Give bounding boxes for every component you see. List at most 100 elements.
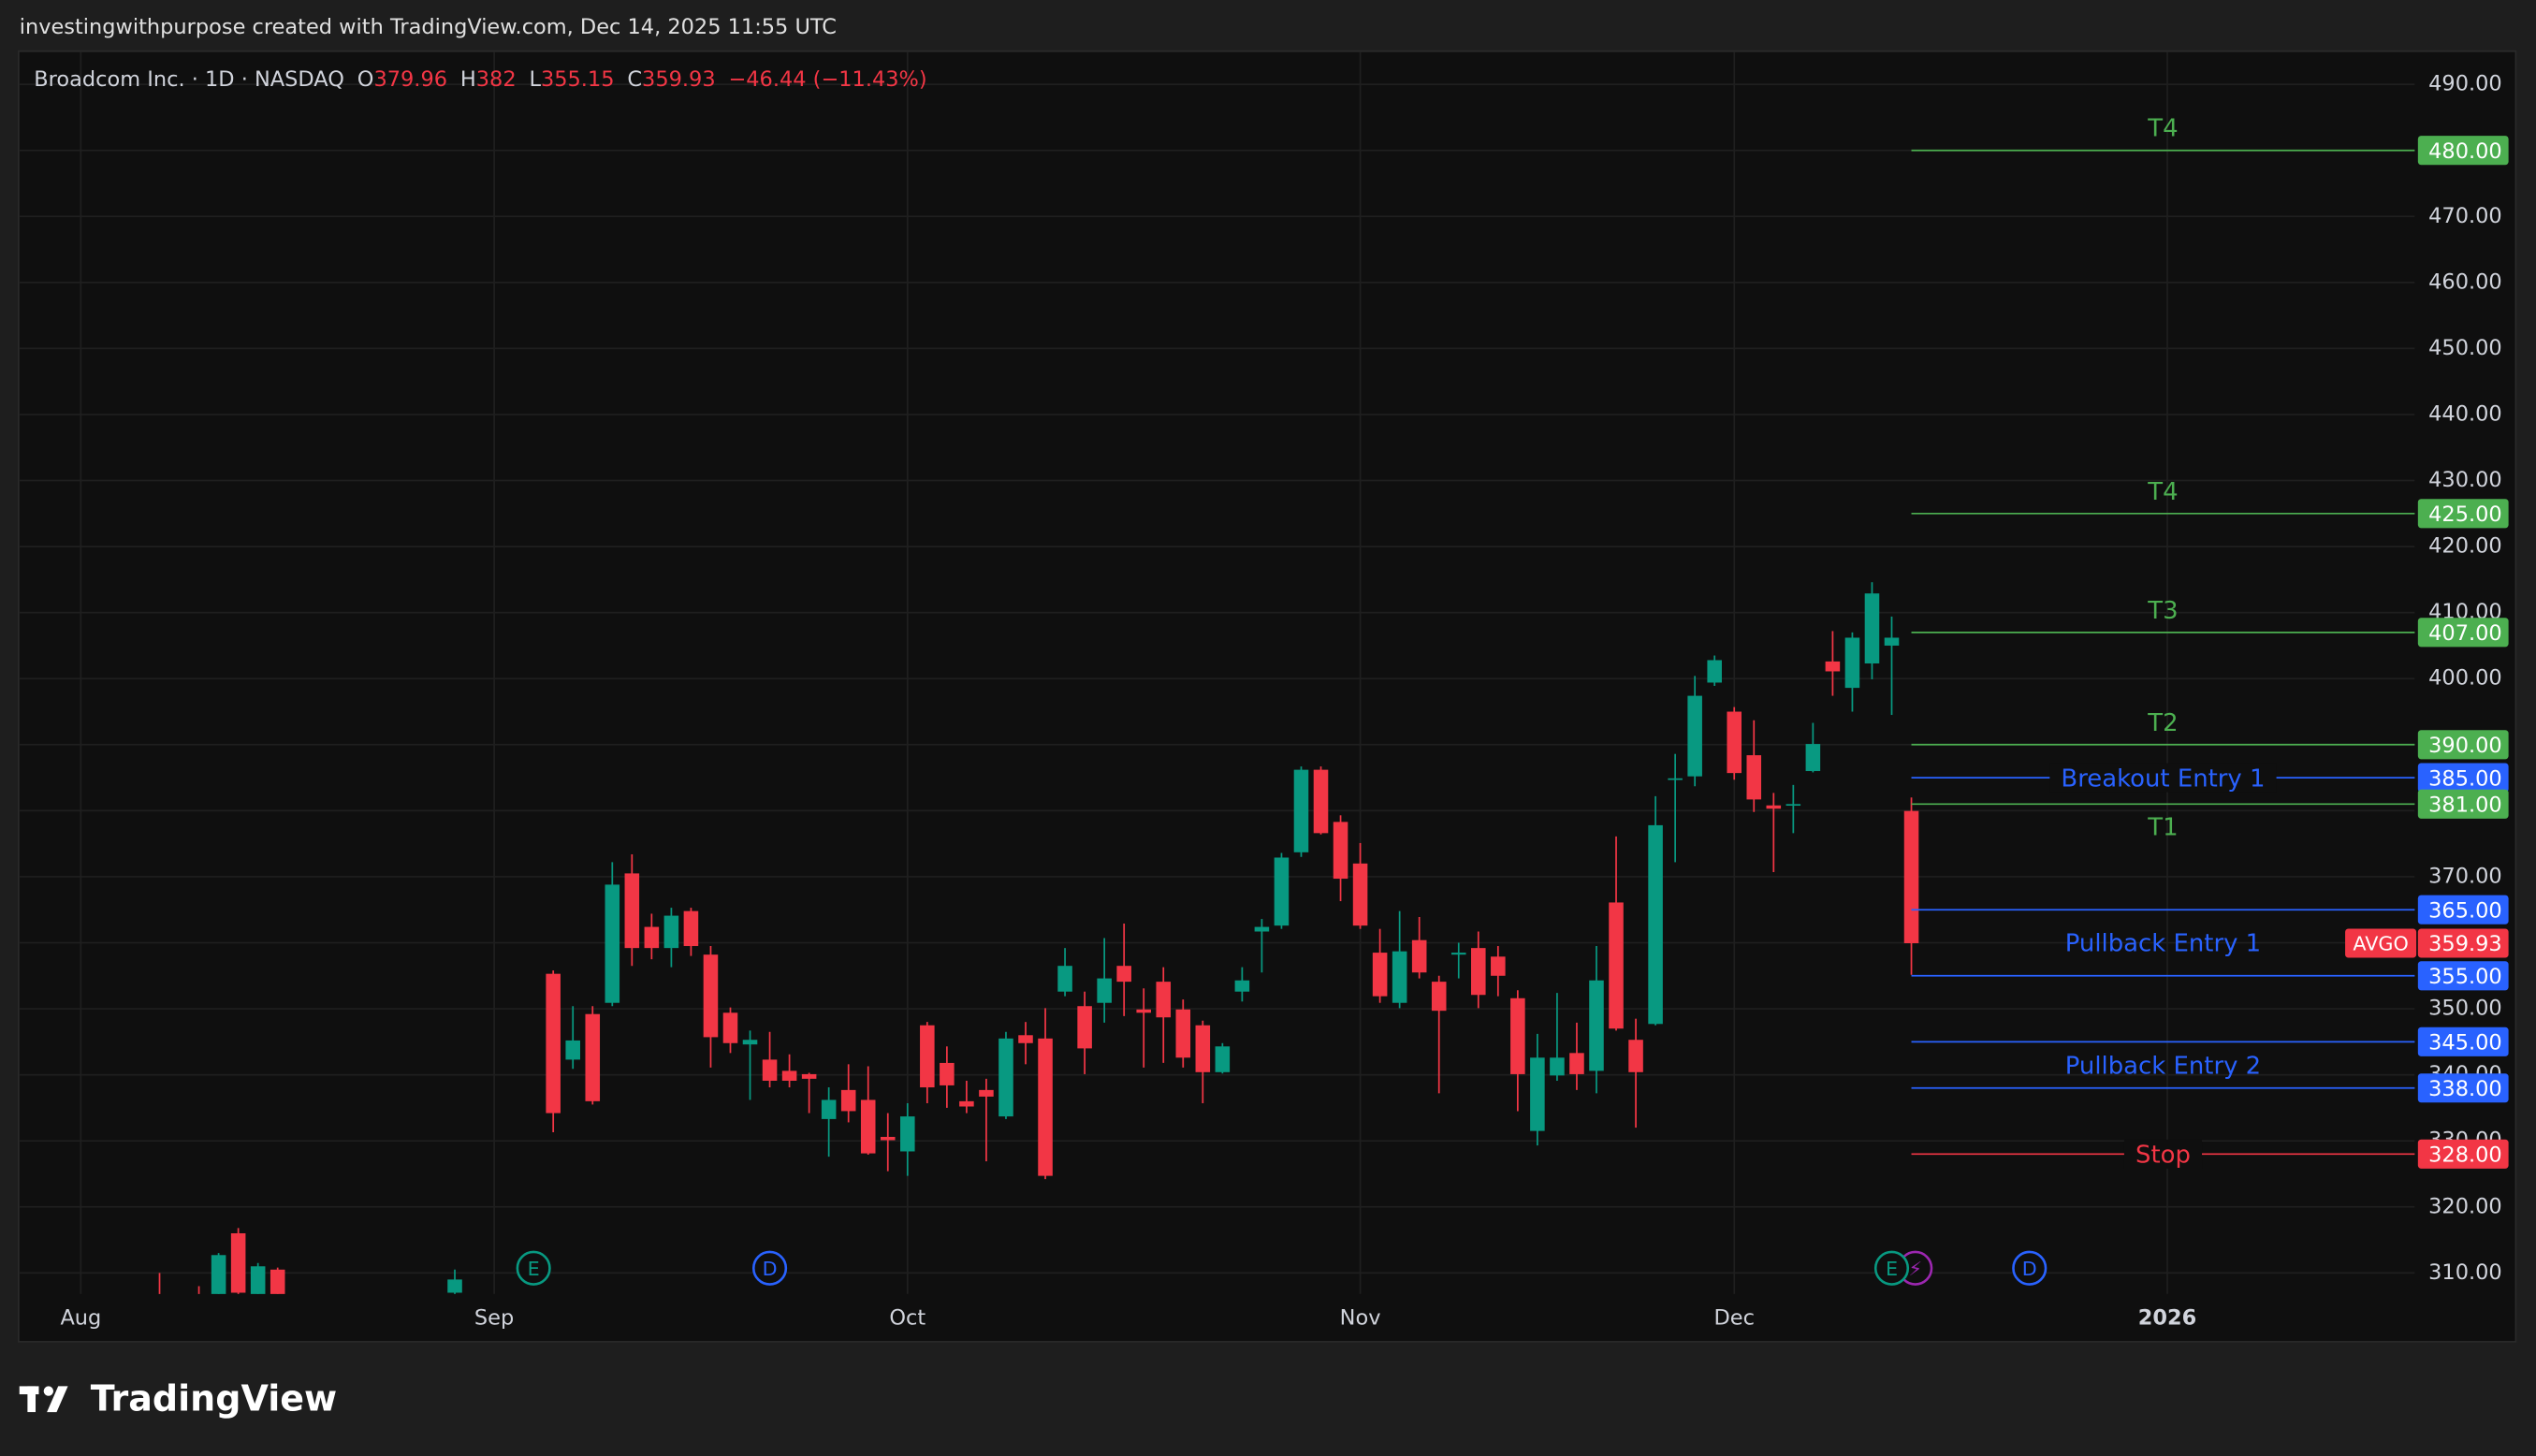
candle-body xyxy=(1116,966,1131,983)
price-box xyxy=(2417,763,2509,793)
candle-body xyxy=(1903,810,1919,943)
candle-body xyxy=(1569,1053,1584,1074)
candle-body xyxy=(722,1012,738,1043)
level-name: T4 xyxy=(2147,115,2178,143)
price-box xyxy=(2417,136,2509,166)
y-tick-label: 440.00 xyxy=(2428,401,2502,426)
y-tick-label: 450.00 xyxy=(2428,336,2502,360)
last-price-box xyxy=(2417,928,2509,958)
price-box xyxy=(2417,789,2509,819)
candle-body xyxy=(1057,966,1072,992)
candle-body xyxy=(979,1089,994,1097)
price-box xyxy=(2417,1026,2509,1056)
candle-body xyxy=(1727,711,1742,774)
event-label: D xyxy=(763,1258,778,1280)
candle-body xyxy=(1668,778,1683,780)
candle-body xyxy=(1609,902,1624,1029)
candle-body xyxy=(1550,1057,1565,1076)
candle-body xyxy=(1018,1035,1033,1043)
candle-body xyxy=(1136,1009,1151,1013)
y-tick-label: 470.00 xyxy=(2428,204,2502,228)
y-tick-label: 310.00 xyxy=(2428,1260,2502,1285)
candle-body xyxy=(624,873,640,949)
legend-item: Broadcom Inc. · 1D · NASDAQ xyxy=(34,66,344,91)
price-box-label: 425.00 xyxy=(2428,502,2502,527)
event-label: D xyxy=(2022,1258,2037,1280)
candle-body xyxy=(959,1100,974,1107)
level-name: Pullback Entry 1 xyxy=(2065,930,2261,958)
candle-body xyxy=(900,1116,915,1152)
candle-body xyxy=(1884,637,1900,646)
candle-body xyxy=(1844,637,1860,689)
y-tick-label: 430.00 xyxy=(2428,468,2502,492)
legend-item: C xyxy=(627,66,642,91)
logo: TradingView xyxy=(19,1377,337,1419)
legend-item: H xyxy=(460,66,476,91)
candle-body xyxy=(781,1070,797,1081)
price-box-label: 480.00 xyxy=(2428,139,2502,164)
y-tick-label: 400.00 xyxy=(2428,666,2502,691)
brand: TradingView xyxy=(91,1377,337,1419)
candle-body xyxy=(1077,1006,1092,1049)
legend-item: 355.15 xyxy=(541,66,615,91)
candle-body xyxy=(565,1040,580,1060)
candle-body xyxy=(860,1099,876,1154)
legend-item: L xyxy=(529,66,541,91)
event-label: E xyxy=(528,1258,540,1280)
credit: investingwithpurpose created with Tradin… xyxy=(20,15,837,39)
candle-body xyxy=(940,1062,955,1085)
level-name: T2 xyxy=(2147,709,2178,737)
candle-body xyxy=(703,954,719,1038)
legend-item: 359.93 xyxy=(642,66,716,91)
legend-item: −46.44 (−11.43%) xyxy=(728,66,926,91)
price-box xyxy=(2417,1139,2509,1169)
event-marker xyxy=(1873,1250,1910,1286)
price-box-label: 338.00 xyxy=(2428,1077,2502,1101)
price-box xyxy=(2417,961,2509,991)
candle-body xyxy=(1864,593,1880,664)
candle-body xyxy=(1333,822,1348,880)
y-tick-label: 490.00 xyxy=(2428,72,2502,96)
event-label: E xyxy=(1886,1258,1898,1280)
y-tick-label: 420.00 xyxy=(2428,534,2502,559)
candle-body xyxy=(447,1279,462,1293)
legend: Broadcom Inc. · 1D · NASDAQ O379.96 H382 L3… xyxy=(34,66,926,91)
event-marker xyxy=(751,1250,788,1286)
candle-body xyxy=(1746,755,1762,800)
candle-body xyxy=(250,1266,266,1294)
candle-body xyxy=(1431,982,1447,1012)
x-tick-label: Dec xyxy=(1714,1305,1755,1330)
candle-body xyxy=(1195,1025,1211,1072)
ticker-label: AVGO xyxy=(2353,933,2408,955)
candle-body xyxy=(1274,857,1290,926)
candle-body xyxy=(998,1038,1013,1117)
legend-item: 379.96 xyxy=(373,66,447,91)
price-box-label: 390.00 xyxy=(2428,734,2502,758)
candle-body xyxy=(1234,980,1250,992)
price-box xyxy=(2417,618,2509,648)
level-name: Stop xyxy=(2135,1142,2191,1170)
candle-body xyxy=(840,1089,856,1112)
candle-body xyxy=(1589,980,1604,1071)
price-box xyxy=(2417,730,2509,760)
chart-area xyxy=(18,50,2517,1343)
candle-body xyxy=(1530,1057,1545,1131)
candle-body xyxy=(211,1255,226,1294)
event-marker xyxy=(516,1250,551,1286)
candle-body xyxy=(801,1073,817,1079)
candle-body xyxy=(546,973,561,1114)
candle-body xyxy=(1038,1038,1053,1176)
candle-body xyxy=(1293,769,1309,852)
price-box-label: 345.00 xyxy=(2428,1031,2502,1056)
y-tick-label: 350.00 xyxy=(2428,997,2502,1021)
candle-body xyxy=(1097,978,1112,1003)
price-box-label: 355.00 xyxy=(2428,965,2502,989)
x-tick-label: 2026 xyxy=(2138,1305,2197,1330)
x-tick-label: Sep xyxy=(474,1305,514,1330)
y-tick-label: 370.00 xyxy=(2428,864,2502,888)
candle-body xyxy=(230,1232,246,1293)
candle-body xyxy=(644,926,660,949)
candle-body xyxy=(1156,982,1172,1018)
candle-body xyxy=(1254,926,1270,932)
